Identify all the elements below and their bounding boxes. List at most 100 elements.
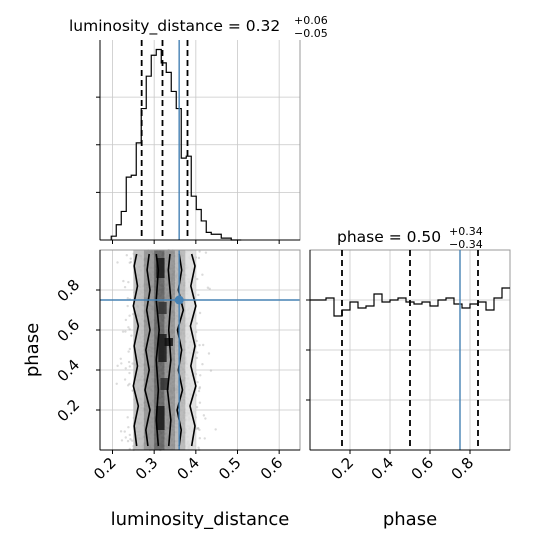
scatter-point [196,381,199,384]
scatter-point [214,428,217,431]
x-tick-label: 0.4 [368,454,398,484]
luminosity-distance-histogram-step [110,48,242,241]
scatter-point [124,436,127,439]
scatter-point [123,378,127,381]
density-cell [164,338,173,346]
scatter-point [203,437,206,440]
scatter-point [127,350,130,353]
density-contour [132,253,140,447]
scatter-point [127,426,130,429]
scatter-point [127,280,130,284]
density-cell [133,250,144,450]
scatter-point [116,364,119,368]
y-tick-label: 0.2 [54,396,84,426]
scatter-point [128,382,131,386]
x-tick-label: 0.6 [257,454,287,484]
scatter-point [197,256,201,260]
scatter-point [198,387,201,390]
density-cell [156,406,165,430]
scatter-point [198,401,202,404]
scatter-point [126,384,130,387]
scatter-point [124,330,127,333]
scatter-point [129,438,132,441]
scatter-point [125,254,128,257]
scatter-point [197,389,201,393]
density-cell [160,378,169,390]
title-sub: −0.05 [294,27,328,40]
density-cell [158,302,167,314]
scatter-point [126,416,129,419]
scatter-point [124,318,128,322]
scatter-point [119,357,122,361]
density-cell [175,250,186,450]
scatter-point [126,439,130,443]
x-tick-label: 0.2 [90,454,120,484]
density-contour [144,253,151,447]
x-tick-label: 0.2 [328,454,358,484]
title-main: luminosity_distance = 0.32 [69,17,280,36]
density-cell [143,250,155,450]
phase-hist-panel: 0.2 0.4 0.6 0.8 phase = 0.50 +0.34−0.34 [306,225,511,484]
scatter-point [197,446,200,449]
y-axis-label-phase: phase [22,323,43,377]
title-main: phase = 0.50 [337,228,441,246]
scatter-point [196,427,200,430]
scatter-point [121,330,125,333]
density-cell [185,250,196,450]
phase-title: phase = 0.50 +0.34−0.34 [337,225,483,251]
scatter-point [126,304,129,308]
x-tick-label: 0.8 [448,454,478,484]
scatter-point [128,371,131,375]
density-contour [166,253,172,447]
scatter-point [115,382,118,385]
scatter-point [131,389,134,392]
scatter-point [123,430,126,433]
scatter-point [116,261,119,264]
scatter-point [128,365,132,368]
y-tick-label: 0.8 [54,276,84,306]
x-axis-label-luminosity-distance: luminosity_distance [111,509,290,530]
title-sup: +0.06 [294,14,328,27]
scatter-point [201,273,204,276]
scatter-point [204,417,207,420]
scatter-point [195,405,199,409]
scatter-point [197,427,200,430]
scatter-point [198,437,202,440]
luminosity-distance-hist-panel: luminosity_distance = 0.32 +0.06−0.05 [69,14,328,244]
scatter-point [124,367,127,370]
scatter-point [119,430,123,433]
scatter-point [209,369,213,372]
x-tick-label: 0.6 [408,454,438,484]
density-cell [156,258,165,278]
luminosity-distance-title: luminosity_distance = 0.32 +0.06−0.05 [69,14,328,40]
title-sup: +0.34 [449,225,483,238]
scatter-point [120,439,124,442]
scatter-point [195,322,198,325]
scatter-point [128,314,131,317]
scatter-point [122,279,125,283]
scatter-point [130,334,133,337]
scatter-point [204,251,208,254]
scatter-point [128,347,132,351]
scatter-point [128,328,131,331]
scatter-point [202,414,206,417]
scatter-point [196,351,199,354]
scatter-point [198,343,201,347]
y-tick-label: 0.6 [54,316,84,346]
x-tick-label: 0.3 [132,454,162,484]
density-contour [189,253,197,447]
scatter-point [129,257,132,260]
two-d-density-panel: 0.2 0.3 0.4 0.5 0.6 0.2 0.4 0.6 0.8 [54,249,301,484]
scatter-point [198,386,202,389]
scatter-point [195,339,198,343]
title-sub: −0.34 [449,238,483,251]
scatter-point [128,433,132,437]
scatter-point [206,286,210,289]
scatter-point [197,293,200,297]
density-contour [155,253,160,447]
scatter-point [207,352,211,355]
scatter-point [126,297,129,300]
scatter-point [198,250,201,253]
scatter-point [131,439,134,442]
scatter-point [127,360,131,364]
